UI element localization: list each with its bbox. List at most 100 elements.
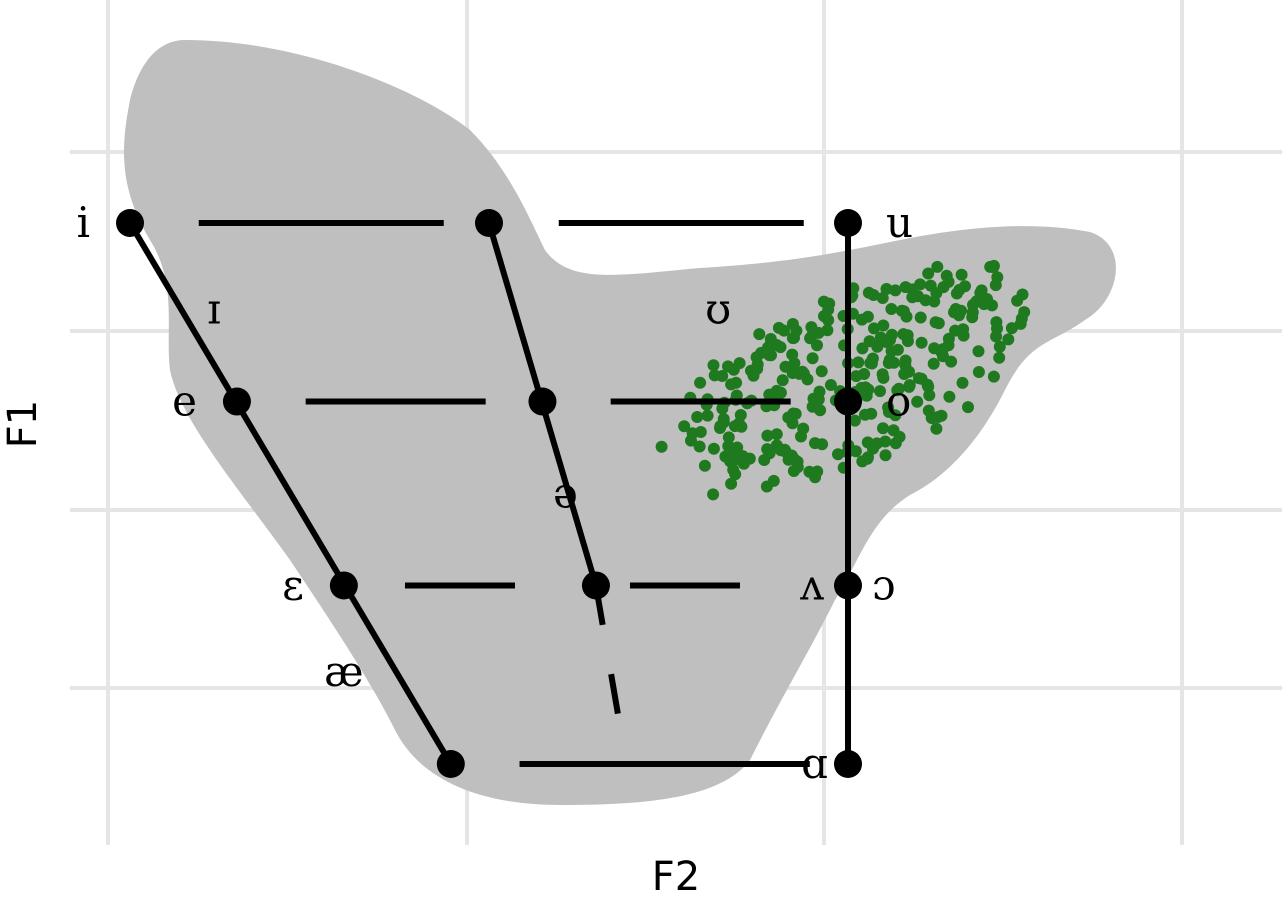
vowel-label: ʊ bbox=[705, 285, 731, 334]
token-point bbox=[868, 322, 880, 335]
token-point bbox=[694, 376, 707, 389]
vowel-label: æ bbox=[324, 647, 363, 696]
vowel-label: ɪ bbox=[207, 285, 220, 334]
token-point bbox=[693, 440, 706, 453]
token-point bbox=[919, 294, 932, 307]
token-point bbox=[893, 430, 906, 443]
token-point bbox=[850, 370, 863, 383]
token-point bbox=[922, 267, 935, 280]
vowel-label-highlight: ɔ bbox=[872, 560, 896, 609]
token-point bbox=[861, 452, 874, 465]
token-point bbox=[943, 390, 956, 403]
token-point bbox=[861, 436, 874, 449]
vowel-point bbox=[834, 571, 862, 600]
token-point bbox=[747, 369, 760, 382]
token-point bbox=[891, 384, 904, 397]
token-point bbox=[797, 422, 810, 435]
vowel-labels: i u ɪ ʊ e o ə ɛ ʌ æ ɑ ɔ bbox=[77, 198, 914, 788]
token-point bbox=[932, 317, 945, 330]
vowel-point bbox=[222, 387, 251, 416]
token-point bbox=[722, 440, 735, 453]
vowel-label: ʌ bbox=[799, 560, 824, 609]
vowel-points bbox=[116, 209, 862, 778]
token-point bbox=[707, 442, 720, 455]
token-point bbox=[897, 305, 910, 318]
token-point bbox=[722, 431, 735, 444]
token-point bbox=[832, 448, 844, 461]
token-point bbox=[987, 261, 1000, 274]
token-point bbox=[889, 284, 902, 297]
vowel-label: o bbox=[886, 377, 911, 426]
token-point bbox=[993, 340, 1006, 353]
y-axis-title: F1 bbox=[0, 400, 46, 448]
token-point bbox=[809, 437, 821, 450]
vowel-point bbox=[834, 750, 862, 778]
token-point bbox=[806, 400, 819, 413]
token-point bbox=[859, 381, 872, 394]
token-point bbox=[936, 343, 949, 356]
token-point bbox=[848, 414, 861, 427]
token-point bbox=[852, 356, 865, 369]
token-point bbox=[791, 461, 804, 474]
token-point bbox=[722, 360, 734, 373]
vowel-point bbox=[581, 571, 610, 600]
token-point bbox=[871, 340, 884, 353]
token-point bbox=[735, 420, 748, 433]
token-point bbox=[962, 401, 974, 414]
token-point bbox=[785, 449, 798, 462]
token-point bbox=[990, 330, 1003, 343]
token-point bbox=[763, 388, 776, 401]
token-point bbox=[856, 342, 869, 355]
token-point bbox=[1015, 312, 1028, 325]
token-point bbox=[772, 321, 785, 334]
token-point bbox=[776, 374, 789, 387]
token-point bbox=[733, 357, 746, 370]
token-point bbox=[923, 389, 936, 402]
token-point bbox=[753, 328, 766, 341]
token-point bbox=[823, 297, 836, 310]
token-point bbox=[864, 357, 877, 369]
token-point bbox=[758, 454, 771, 466]
vowel-point bbox=[834, 387, 862, 416]
token-point bbox=[719, 450, 732, 463]
token-point bbox=[903, 379, 916, 392]
token-point bbox=[930, 422, 943, 435]
token-point bbox=[691, 411, 704, 423]
token-point bbox=[815, 365, 828, 378]
token-point bbox=[760, 480, 773, 493]
token-point bbox=[707, 488, 720, 501]
token-point bbox=[884, 334, 896, 346]
vowel-point bbox=[834, 209, 862, 237]
token-point bbox=[811, 339, 823, 352]
token-point bbox=[716, 370, 729, 382]
token-point bbox=[779, 360, 792, 373]
token-point bbox=[806, 352, 819, 365]
token-point bbox=[801, 373, 814, 386]
token-point bbox=[1016, 288, 1029, 301]
token-point bbox=[761, 429, 774, 442]
token-point bbox=[930, 287, 943, 300]
token-point bbox=[770, 428, 783, 441]
token-point bbox=[915, 336, 928, 349]
token-point bbox=[761, 443, 774, 456]
token-point bbox=[1002, 333, 1015, 346]
token-point bbox=[927, 357, 940, 370]
token-point bbox=[707, 359, 720, 372]
token-point bbox=[717, 416, 730, 429]
token-point bbox=[891, 343, 904, 356]
token-point bbox=[989, 279, 1002, 292]
token-point bbox=[876, 292, 889, 304]
token-point bbox=[655, 440, 668, 453]
token-point bbox=[701, 409, 714, 422]
token-point bbox=[729, 468, 742, 481]
token-point bbox=[741, 453, 753, 466]
token-point bbox=[874, 331, 887, 344]
token-point bbox=[774, 341, 787, 354]
token-point bbox=[790, 324, 803, 337]
token-point bbox=[686, 427, 699, 440]
vowel-label: ɛ bbox=[282, 560, 304, 609]
front-edge bbox=[127, 221, 454, 766]
token-point bbox=[879, 449, 892, 462]
token-point bbox=[755, 346, 768, 359]
token-point bbox=[889, 409, 902, 422]
